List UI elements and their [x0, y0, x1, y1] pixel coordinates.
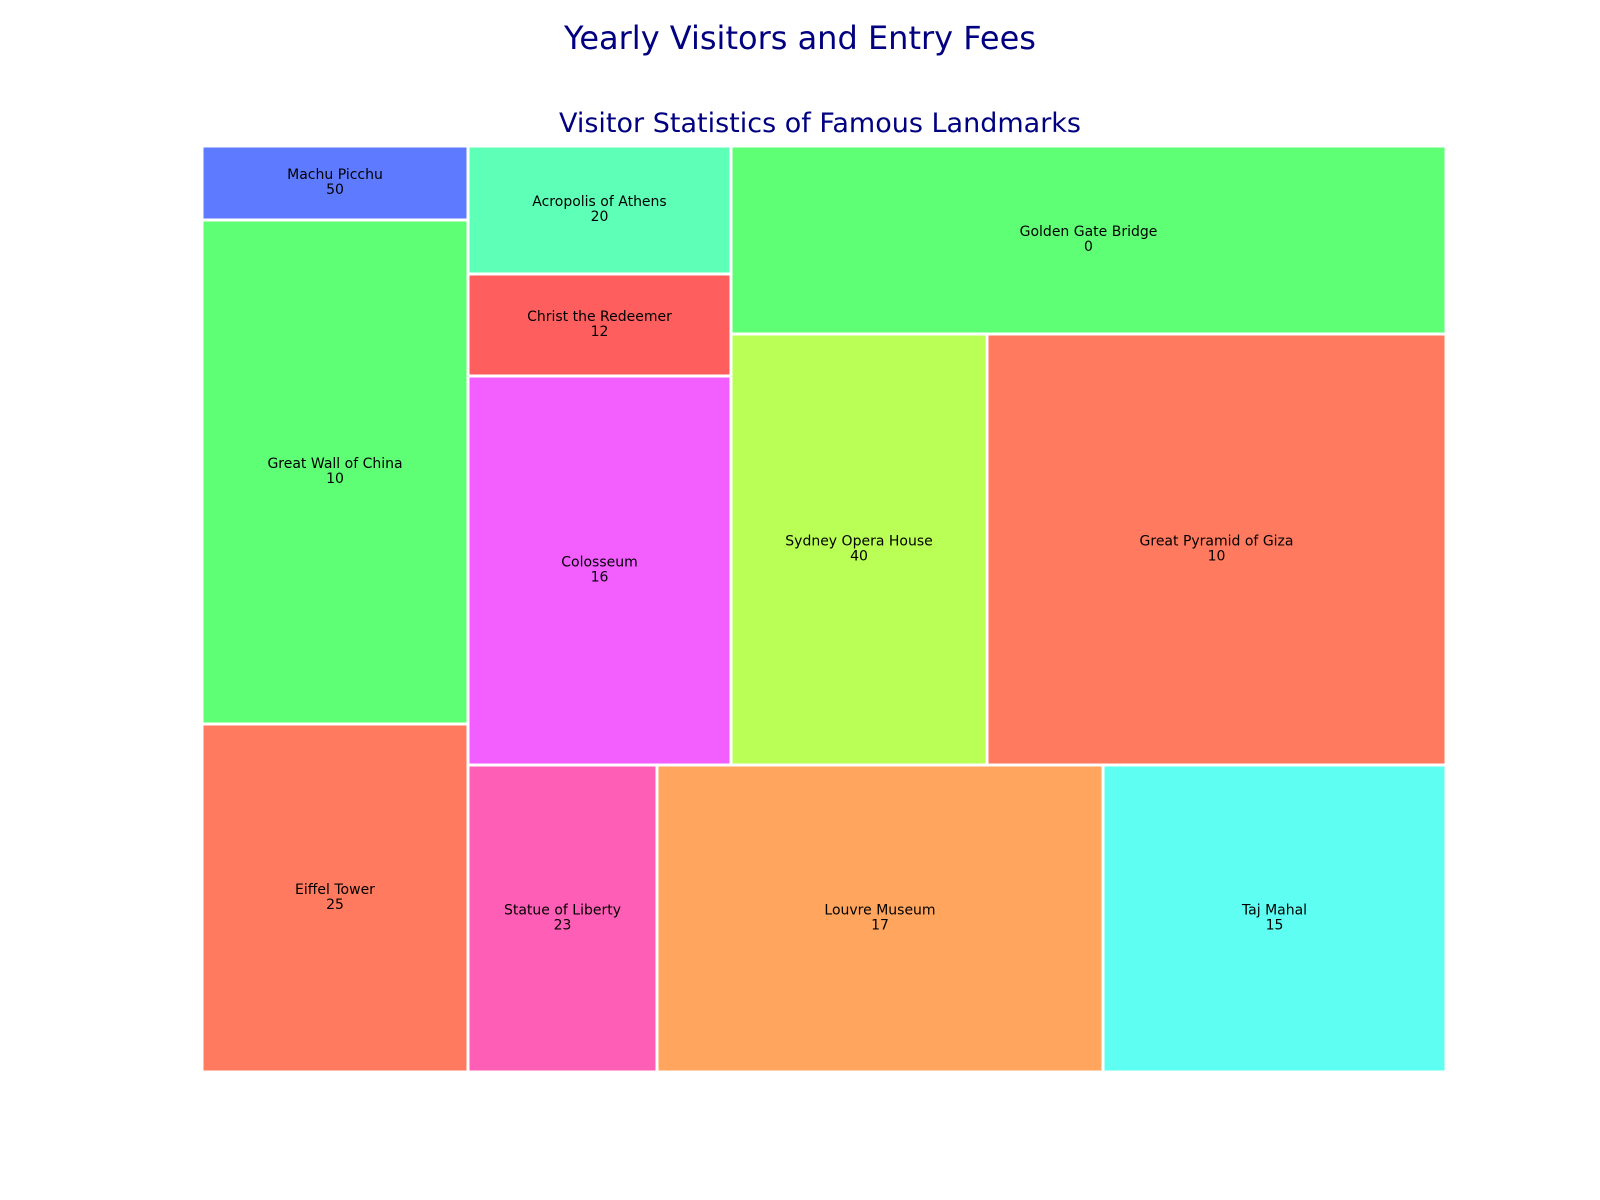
tile-value: 16 [591, 570, 609, 586]
tile-label: Eiffel Tower [295, 882, 375, 898]
tile-label: Machu Picchu [287, 167, 383, 183]
tile-value: 25 [326, 897, 344, 913]
tile-rect[interactable] [655, 763, 1105, 1074]
tile-value: 0 [1084, 239, 1093, 255]
tile-rect[interactable] [1101, 763, 1448, 1074]
tile-label: Taj Mahal [1241, 903, 1307, 919]
tile-rect[interactable] [466, 374, 733, 767]
tile-rect[interactable] [466, 763, 659, 1074]
tile-label: Christ the Redeemer [527, 309, 672, 325]
tile-label: Acropolis of Athens [532, 194, 666, 210]
tile-label: Louvre Museum [824, 903, 935, 919]
tile-rect[interactable] [466, 144, 733, 276]
tile-label: Sydney Opera House [785, 534, 932, 550]
tile-label: Golden Gate Bridge [1020, 224, 1158, 240]
tile-rect[interactable] [729, 144, 1448, 336]
figure-title: Yearly Visitors and Entry Fees [564, 19, 1036, 57]
tile-value: 10 [1208, 549, 1226, 565]
tile-value: 10 [326, 471, 344, 487]
tile-value: 23 [554, 918, 572, 934]
tile-value: 15 [1266, 918, 1284, 934]
tile-value: 12 [591, 324, 609, 340]
tile-rect[interactable] [729, 332, 989, 767]
tile-label: Colosseum [561, 555, 638, 571]
tile-label: Statue of Liberty [504, 903, 621, 919]
tile-value: 20 [591, 209, 609, 225]
tile-value: 17 [871, 918, 889, 934]
tile-rect[interactable] [466, 272, 733, 378]
tile-label: Great Wall of China [267, 456, 402, 472]
tile-label: Great Pyramid of Giza [1140, 534, 1294, 550]
chart-title: Visitor Statistics of Famous Landmarks [558, 108, 1082, 139]
tile-rect[interactable] [200, 722, 470, 1074]
tile-value: 40 [850, 549, 868, 565]
tile-value: 50 [326, 182, 344, 198]
